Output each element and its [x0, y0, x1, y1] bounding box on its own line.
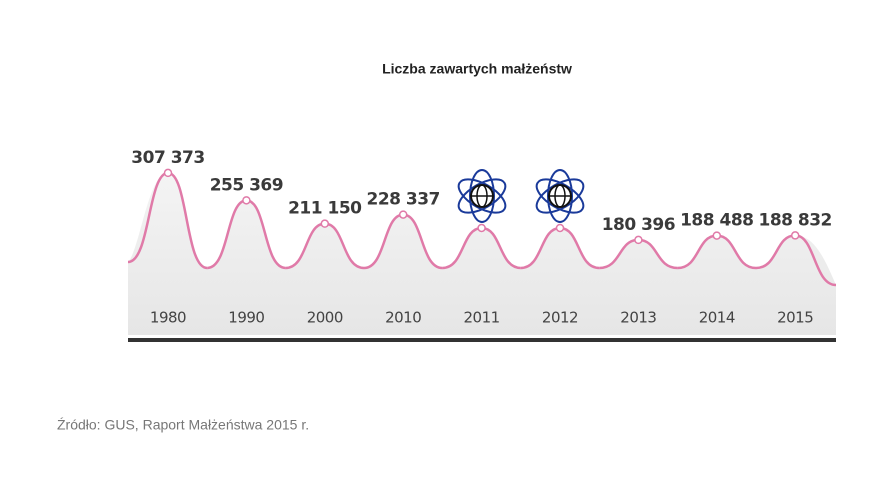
peak-point	[398, 210, 408, 219]
x-tick-label: 2010	[385, 309, 421, 327]
peak-point	[242, 196, 251, 205]
data-label: 188 832	[759, 210, 832, 230]
peak-point	[477, 223, 486, 233]
x-tick-label: 1980	[150, 309, 186, 327]
peak-point	[790, 231, 800, 240]
x-tick-label: 2011	[464, 309, 500, 327]
peak-point	[634, 235, 643, 245]
axis-line	[128, 338, 836, 342]
peak-point	[163, 168, 173, 178]
peak-point	[712, 231, 722, 240]
icon	[530, 169, 590, 223]
data-label: 255 369	[210, 175, 283, 195]
x-tick-label: 2015	[777, 309, 813, 327]
data-label: 307 373	[131, 148, 204, 168]
x-tick-label: 1990	[228, 309, 264, 327]
peak-point	[320, 219, 330, 228]
x-tick-label: 2012	[542, 309, 578, 327]
plot-area: 307 373 1980 255 369 1990 211 150 2000 228 337…	[127, 148, 837, 335]
x-tick-label: 2000	[307, 309, 343, 327]
data-label: 211 150	[288, 199, 362, 219]
area-fill	[128, 172, 836, 335]
source: Źródło: GUS, Raport Małżeństwa 2015 r.	[57, 417, 309, 433]
x-tick-label: 2014	[699, 309, 735, 327]
data-label: 188 488	[680, 211, 753, 231]
data-label: 180 396	[602, 215, 675, 235]
data-label: 228 337	[367, 190, 440, 210]
icon	[452, 169, 512, 223]
x-tick-label: 2013	[620, 309, 656, 327]
chart-title: Liczba zawartych małżeństw	[382, 61, 572, 77]
peak-point	[555, 223, 565, 233]
